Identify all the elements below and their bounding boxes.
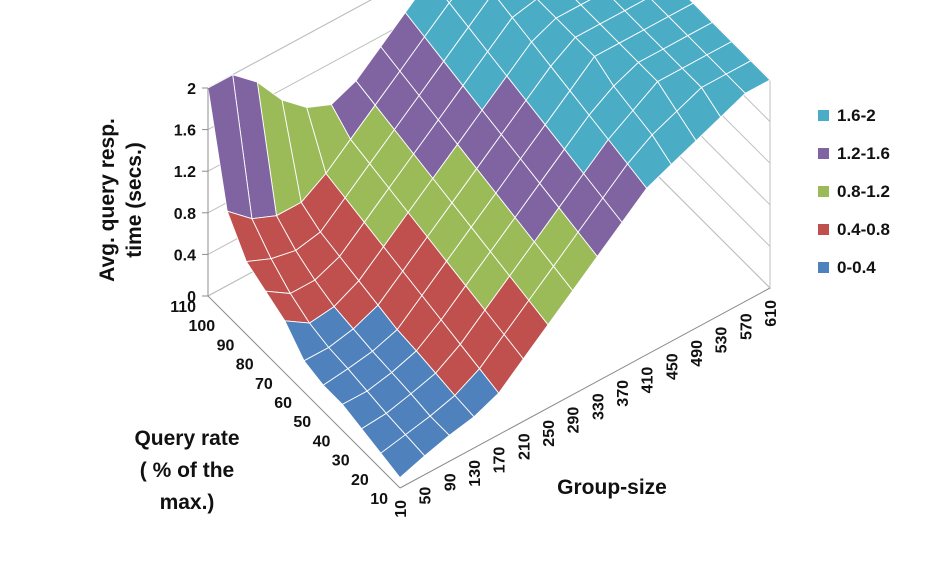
x-axis-line	[399, 287, 771, 489]
y-tick-label: 100	[188, 318, 215, 335]
x-axis-ticks: 10 50 90 130 170 210 250 290 330 370 410 450 490 530 5…	[393, 300, 780, 518]
x-tick-label: 370	[615, 380, 632, 407]
z-axis-title-line: time (secs.)	[123, 142, 146, 258]
x-axis-title: Group-size	[557, 476, 667, 499]
z-tick-label: 2	[187, 81, 196, 98]
x-tick-label: 450	[664, 353, 681, 380]
y-axis-line	[207, 295, 401, 489]
surface-cell	[575, 0, 591, 6]
y-tick-label: 90	[217, 337, 235, 354]
legend-label: 0-0.4	[837, 258, 876, 277]
legend-label: 0.8-1.2	[837, 182, 890, 201]
z-axis-title-line: Avg. query resp.	[96, 118, 119, 282]
legend-label: 1.6-2	[837, 106, 876, 125]
chart-axes	[207, 88, 771, 489]
z-axis-ticks: 0 0.4 0.8 1.2 1.6 2	[174, 81, 208, 306]
y-axis-title-line: Query rate	[134, 427, 239, 450]
z-axis-title: Avg. query resp. time (secs.)	[96, 118, 146, 282]
x-tick-label: 250	[541, 420, 558, 447]
y-axis-title-line: ( % of the	[140, 459, 235, 482]
y-tick-label: 50	[293, 414, 311, 431]
legend-label: 0.4-0.8	[837, 220, 890, 239]
z-tick-label: 0	[187, 289, 196, 306]
x-tick-label: 210	[516, 433, 533, 460]
legend-swatch	[818, 110, 829, 121]
legend: 1.6-2 1.2-1.6 0.8-1.2 0.4-0.8 0-0.4	[818, 106, 890, 277]
z-tick-label: 0.8	[174, 206, 196, 223]
x-tick-label: 50	[418, 487, 435, 505]
x-tick-label: 530	[714, 327, 731, 354]
z-tick-label: 1.6	[174, 123, 196, 140]
legend-swatch	[818, 224, 829, 235]
legend-label: 1.2-1.6	[837, 144, 890, 163]
y-tick-label: 70	[255, 376, 273, 393]
y-tick-label: 60	[274, 395, 292, 412]
y-axis-title-line: max.)	[160, 491, 215, 514]
x-tick-label: 90	[442, 473, 459, 491]
z-tick-label: 1.2	[174, 164, 196, 181]
y-tick-label: 110	[170, 299, 196, 316]
surface-mesh	[207, 0, 771, 479]
x-tick-label: 170	[492, 447, 509, 474]
x-tick-label: 290	[566, 407, 583, 434]
axis-titles: Avg. query resp. time (secs.) Query rate ( …	[96, 118, 667, 514]
legend-swatch	[818, 262, 829, 273]
y-axis-title: Query rate ( % of the max.)	[134, 427, 239, 514]
x-tick-label: 490	[689, 340, 706, 367]
legend-swatch	[818, 148, 829, 159]
y-tick-label: 40	[313, 433, 331, 450]
x-tick-label: 130	[467, 460, 484, 487]
z-tick-label: 0.4	[174, 247, 196, 264]
y-tick-label: 20	[351, 472, 369, 489]
x-tick-label: 610	[763, 300, 780, 327]
x-tick-label: 410	[640, 367, 657, 394]
x-tick-label: 330	[590, 393, 607, 420]
legend-swatch	[818, 186, 829, 197]
x-tick-label: 10	[393, 500, 410, 518]
x-tick-label: 570	[738, 313, 755, 340]
y-tick-label: 10	[370, 491, 388, 508]
y-tick-label: 30	[332, 453, 350, 470]
y-tick-label: 80	[236, 357, 254, 374]
surface-cell	[380, 434, 426, 479]
